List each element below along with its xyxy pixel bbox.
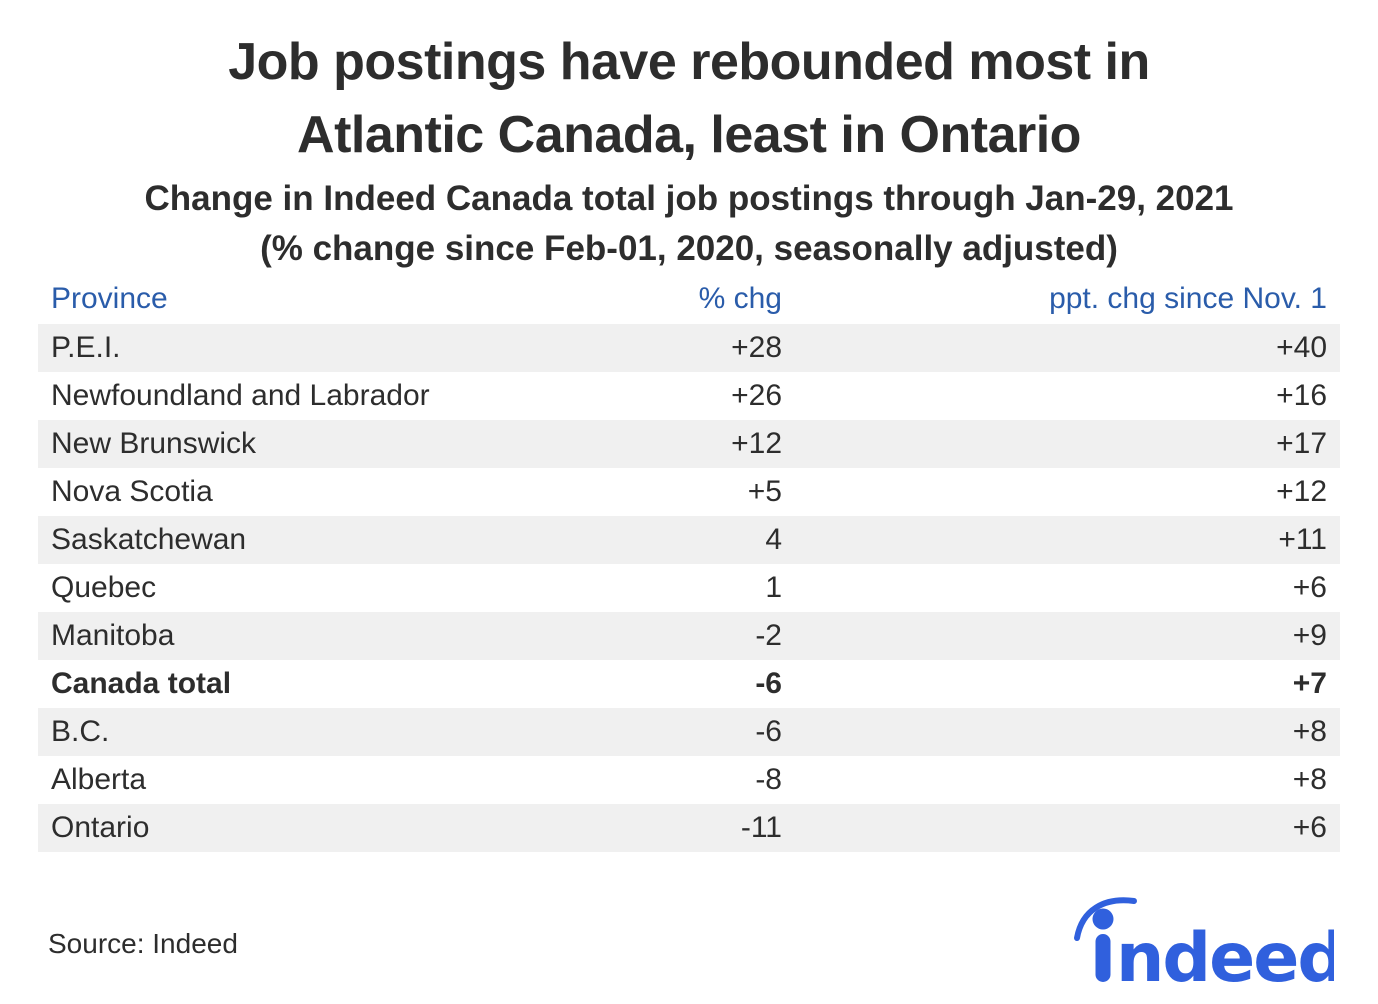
cell-pct-chg: 4 [765, 523, 782, 556]
cell-province: B.C. [51, 715, 110, 748]
table-row: Saskatchewan 4 +11 [38, 516, 1340, 564]
column-header-pct-chg: % chg [698, 282, 782, 315]
table-row: Nova Scotia +5 +12 [38, 468, 1340, 516]
cell-province: Newfoundland and Labrador [51, 379, 430, 412]
indeed-logo-letter-i [1092, 908, 1114, 982]
page: Job postings have rebounded most in Atla… [0, 26, 1378, 1004]
chart-title-line-2: Atlantic Canada, least in Ontario [297, 106, 1081, 164]
cell-ppt-chg: +9 [1292, 619, 1327, 652]
table-row: P.E.I. +28 +40 [38, 324, 1340, 372]
indeed-logo-wordmark: ndeed [1116, 919, 1334, 986]
cell-ppt-chg: +7 [1292, 667, 1327, 700]
cell-pct-chg: +28 [731, 331, 782, 364]
cell-ppt-chg: +6 [1292, 571, 1327, 604]
cell-pct-chg: -8 [755, 763, 782, 796]
table-row: New Brunswick +12 +17 [38, 420, 1340, 468]
cell-pct-chg: -2 [755, 619, 782, 652]
cell-ppt-chg: +40 [1276, 331, 1327, 364]
cell-pct-chg: +12 [731, 427, 782, 460]
cell-pct-chg: -6 [755, 667, 782, 700]
chart-title: Job postings have rebounded most in Atla… [0, 26, 1378, 172]
column-header-province: Province [51, 282, 168, 315]
cell-ppt-chg: +12 [1276, 475, 1327, 508]
cell-ppt-chg: +8 [1292, 763, 1327, 796]
cell-province: Ontario [51, 811, 150, 844]
table-row: Canada total -6 +7 [38, 660, 1340, 708]
table-body: P.E.I. +28 +40 Newfoundland and Labrador… [38, 324, 1340, 852]
chart-subtitle: Change in Indeed Canada total job postin… [0, 174, 1378, 274]
column-header-ppt-chg: ppt. chg since Nov. 1 [1049, 282, 1327, 315]
cell-ppt-chg: +6 [1292, 811, 1327, 844]
table-row: Manitoba -2 +9 [38, 612, 1340, 660]
chart-subtitle-line-2: (% change since Feb-01, 2020, seasonally… [260, 229, 1118, 268]
cell-pct-chg: -6 [755, 715, 782, 748]
cell-ppt-chg: +8 [1292, 715, 1327, 748]
table-row: B.C. -6 +8 [38, 708, 1340, 756]
source-note: Source: Indeed [48, 928, 238, 959]
indeed-logo-swoosh-icon [1074, 897, 1137, 941]
cell-ppt-chg: +11 [1278, 523, 1327, 556]
cell-province: Canada total [51, 667, 232, 700]
cell-province: Saskatchewan [51, 523, 247, 556]
chart-title-line-1: Job postings have rebounded most in [228, 33, 1150, 91]
cell-ppt-chg: +17 [1276, 427, 1327, 460]
data-table: Province % chg ppt. chg since Nov. 1 P.E… [38, 274, 1340, 852]
cell-ppt-chg: +16 [1276, 379, 1327, 412]
table-row: Quebec 1 +6 [38, 564, 1340, 612]
cell-pct-chg: 1 [765, 571, 782, 604]
chart-subtitle-line-1: Change in Indeed Canada total job postin… [144, 179, 1234, 218]
table-header-row: Province % chg ppt. chg since Nov. 1 [38, 274, 1340, 324]
cell-province: New Brunswick [51, 427, 257, 460]
table-row: Newfoundland and Labrador +26 +16 [38, 372, 1340, 420]
cell-province: P.E.I. [51, 331, 121, 364]
cell-province: Quebec [51, 571, 157, 604]
table-row: Ontario -11 +6 [38, 804, 1340, 852]
cell-pct-chg: +5 [747, 475, 782, 508]
indeed-logo: ndeed [1074, 897, 1334, 986]
table-row: Alberta -8 +8 [38, 756, 1340, 804]
cell-province: Alberta [51, 763, 147, 796]
cell-province: Nova Scotia [51, 475, 213, 508]
cell-province: Manitoba [51, 619, 175, 652]
cell-pct-chg: -11 [740, 811, 782, 844]
cell-pct-chg: +26 [731, 379, 782, 412]
